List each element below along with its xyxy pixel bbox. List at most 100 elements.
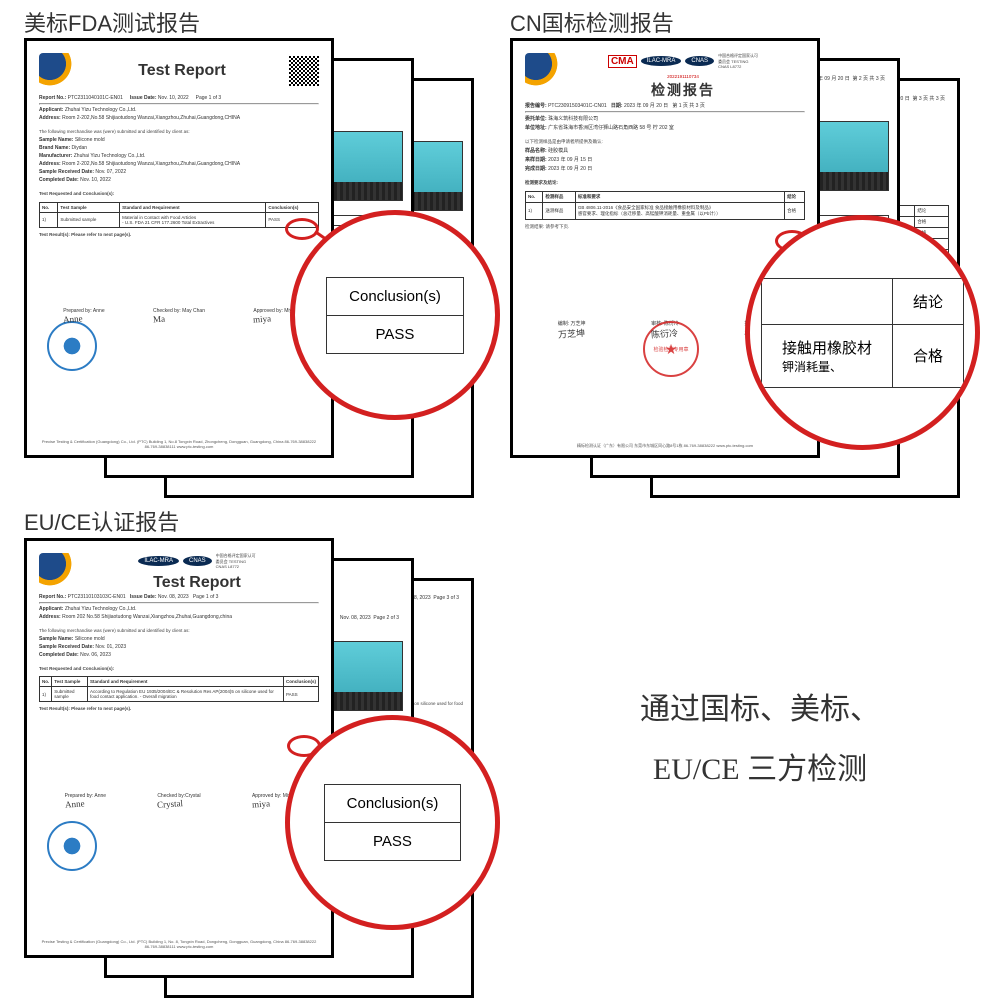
td: Submitted sample <box>58 212 120 227</box>
pg: Page 3 of 3 <box>433 595 459 601</box>
title-eu: EU/CE认证报告 <box>24 505 179 537</box>
ptc-logo-icon <box>39 53 75 89</box>
th: 结论 <box>785 191 805 202</box>
val: Room 202 No.58 Shijiaotudong Wanzai,Xian… <box>62 614 232 620</box>
lbl: Sample Received Date: <box>39 169 94 175</box>
chk: Checked by: May ChanMa <box>153 308 205 324</box>
ilac-badge: ILAC-MRA <box>138 556 179 566</box>
summary-line1: 通过国标、美标、 <box>550 680 970 740</box>
lbl: 完成日期: <box>525 166 547 172</box>
zoom-cn: 结论 接触用橡胶材钾消耗量、合格 <box>745 215 980 450</box>
sig: miya <box>253 313 272 324</box>
qr-icon <box>289 56 319 86</box>
val: 硅胶模具 <box>548 148 568 154</box>
ptc-logo-icon <box>39 553 75 589</box>
sig: Anne <box>64 798 84 809</box>
sig: miya <box>252 798 271 809</box>
lbl: Address: <box>39 161 61 167</box>
lbl: Applicant: <box>39 107 63 113</box>
cn-conclusion-table: No. 检测样品 标准和要求 结论 1) 送测样品 GB 4806.11-201… <box>525 191 805 220</box>
lbl: Address: <box>39 115 61 121</box>
cnas-side: 中国合格评定国家认可委员会 TESTING CNAS L8772 <box>718 53 758 70</box>
th: 标准和要求 <box>575 191 784 202</box>
p: 第 3 页 共 3 页 <box>912 96 945 102</box>
lbl: Applicant: <box>39 606 63 612</box>
note: 检测结果: 请参考下页. <box>525 224 805 230</box>
zoom-eu-table: Conclusion(s) PASS <box>324 784 462 861</box>
c: 结论 <box>915 206 949 217</box>
td: PASS <box>283 687 318 702</box>
footer: Precise Testing & Certification (Guangdo… <box>39 439 319 449</box>
val: 2023 年 09 月 20 日 <box>624 103 668 109</box>
c: 合格 <box>915 217 949 228</box>
th: No. <box>40 202 58 212</box>
val: PTC23110103103C-EN01 <box>68 594 126 600</box>
footer: Precise Testing & Certification (Guangdo… <box>39 939 319 949</box>
hdr: 检测要求及结论: <box>525 180 558 185</box>
val: Nov. 08, 2023 <box>158 594 189 600</box>
desc: The following merchandise was (were) sub… <box>39 129 319 135</box>
pref: 以下检测样品是由申请者所提供及确认: <box>525 139 805 145</box>
lbl: Sample Received Date: <box>39 644 94 650</box>
cell: 结论 <box>893 278 964 324</box>
th: No. <box>40 677 52 687</box>
cma-badge: CMA <box>608 55 637 68</box>
td: According to Regulation EU 1935/2004/EC … <box>88 687 284 702</box>
cell: 接触用橡胶材 <box>782 337 872 358</box>
lbl: Report No.: <box>39 594 66 600</box>
lbl: Sample Name: <box>39 137 73 143</box>
note: Test Result(s): Please refer to next pag… <box>39 706 131 711</box>
lbl: Sample Name: <box>39 636 73 642</box>
eu-conclusion-table: No. Test Sample Standard and Requirement… <box>39 676 319 702</box>
th: Test Sample <box>58 202 120 212</box>
lbl: 日期: <box>611 103 623 109</box>
th: No. <box>526 191 543 202</box>
seal-blue-icon <box>47 821 97 871</box>
val: Nov. 10, 2022 <box>158 95 189 101</box>
lbl: Prepared by: Anne <box>65 793 106 799</box>
lbl: 来样日期: <box>525 157 547 163</box>
zoom-cn-table: 结论 接触用橡胶材钾消耗量、合格 <box>761 278 964 388</box>
td: 1) <box>526 202 543 219</box>
val: Silicone mold <box>75 636 105 642</box>
cn-title: 检测报告 <box>561 80 805 100</box>
val: Nov. 10, 2022 <box>80 177 111 183</box>
val: PTC23091503401C-CN01 <box>548 103 607 109</box>
zoom-fda-table: Conclusion(s) PASS <box>326 277 464 354</box>
pg: 第 1 页 共 3 页 <box>672 103 705 109</box>
d: Nov. 08, 2023 <box>340 615 371 621</box>
product-thumb <box>819 121 889 191</box>
cnas-badge: CNAS <box>183 556 212 566</box>
td: 1) <box>40 212 58 227</box>
val: PTC2311040101C-EN01 <box>68 95 123 101</box>
cell: 合格 <box>893 324 964 387</box>
td: Submitted sample <box>52 687 88 702</box>
hdr: Test Requested and Conclusion(s): <box>39 666 114 671</box>
val: Zhuhai Yizu Technology Co.,Ltd. <box>65 606 137 612</box>
val: Nov. 07, 2022 <box>95 169 126 175</box>
p: 第 2 页 共 3 页 <box>852 76 885 82</box>
lbl: Completed Date: <box>39 652 79 658</box>
lbl: Manufacturer: <box>39 153 72 159</box>
th: Standard and Requirement <box>120 202 266 212</box>
lbl: 单位地址: <box>525 125 547 131</box>
summary-text: 通过国标、美标、 EU/CE 三方检测 <box>550 680 970 800</box>
td: 送测样品 <box>543 202 576 219</box>
cnas-badge: CNAS <box>685 56 714 66</box>
eu-title: Test Report <box>75 574 319 592</box>
td: 1) <box>40 687 52 702</box>
pg: Page 1 of 3 <box>193 594 219 600</box>
cell: Conclusion(s) <box>327 277 464 315</box>
pg: Page 1 of 3 <box>196 95 222 101</box>
lbl: Approved by: Miya <box>253 308 294 314</box>
sig: Crystal <box>157 798 184 810</box>
product-thumb <box>333 641 403 711</box>
title-cn: CN国标检测报告 <box>510 6 674 38</box>
th: Conclusion(s) <box>283 677 318 687</box>
val: Nov. 06, 2023 <box>80 652 111 658</box>
desc: The following merchandise was (were) sub… <box>39 628 319 634</box>
sig: Ma <box>153 313 166 324</box>
cell: PASS <box>324 823 461 861</box>
cell: PASS <box>327 315 464 353</box>
td: - U.S. FDA 21 CFR 177.2600 Total Extract… <box>122 220 263 225</box>
